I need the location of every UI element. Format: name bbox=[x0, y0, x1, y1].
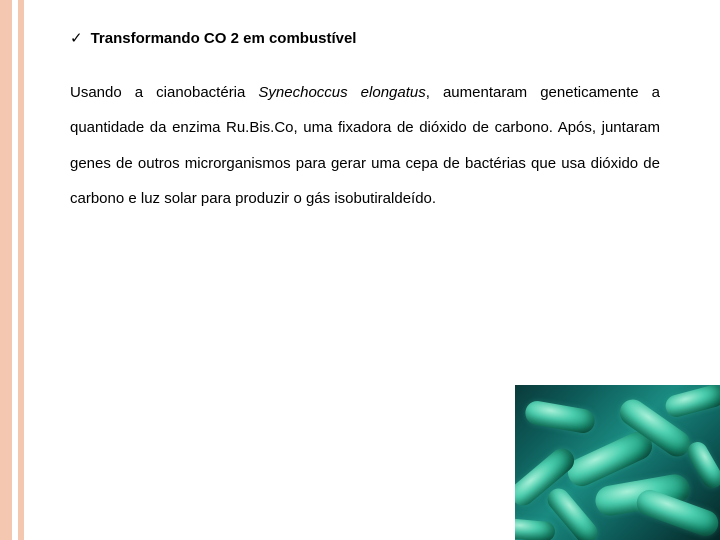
accent-stripe-inner bbox=[18, 0, 24, 540]
bacterium-shape bbox=[684, 438, 720, 491]
paragraph-part1: Usando a cianobactéria bbox=[70, 84, 258, 101]
paragraph-part2: , aumentaram geneticamente a quantidade … bbox=[70, 84, 660, 207]
bacterium-shape bbox=[515, 518, 556, 540]
bullet-heading: ✓ Transformando CO 2 em combustível bbox=[70, 30, 660, 47]
bullet-title: Transformando CO 2 em combustível bbox=[91, 30, 357, 47]
species-name: Synechoccus elongatus bbox=[258, 84, 425, 101]
slide-content: ✓ Transformando CO 2 em combustível Usan… bbox=[70, 30, 660, 216]
bacterium-shape bbox=[663, 385, 720, 419]
body-paragraph: Usando a cianobactéria Synechoccus elong… bbox=[70, 75, 660, 216]
bacteria-image bbox=[515, 385, 720, 540]
accent-stripe-outer bbox=[0, 0, 12, 540]
bacterium-shape bbox=[523, 399, 596, 435]
checkmark-icon: ✓ bbox=[70, 31, 83, 46]
